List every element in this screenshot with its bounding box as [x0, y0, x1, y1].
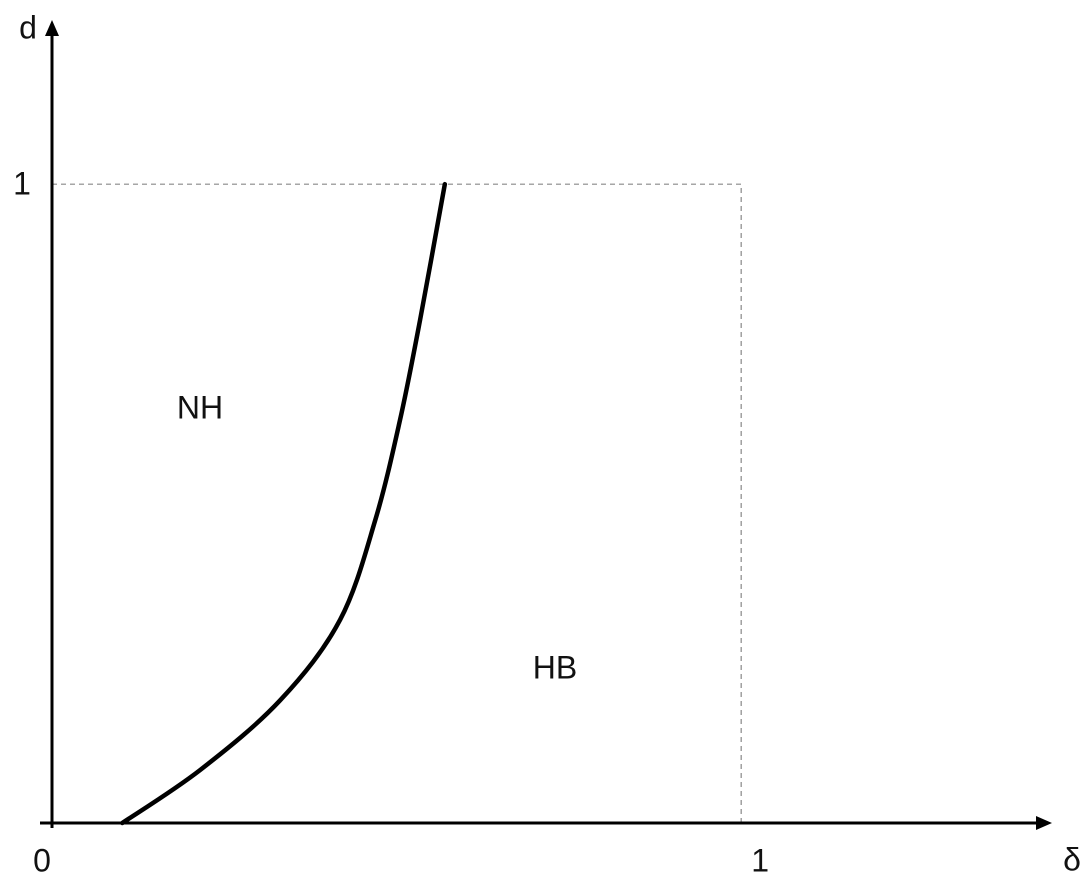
region-label: HB: [533, 649, 577, 685]
x-axis-label: δ: [1063, 841, 1081, 877]
x-tick-label: 1: [751, 842, 769, 878]
x-tick-label: 0: [33, 842, 51, 878]
curve: [120, 181, 448, 826]
region-label: NH: [177, 389, 223, 425]
y-tick-label: 1: [13, 166, 31, 202]
y-axis-arrow: [45, 20, 59, 36]
x-axis-arrow: [1036, 816, 1052, 830]
y-axis-label: d: [19, 9, 37, 45]
